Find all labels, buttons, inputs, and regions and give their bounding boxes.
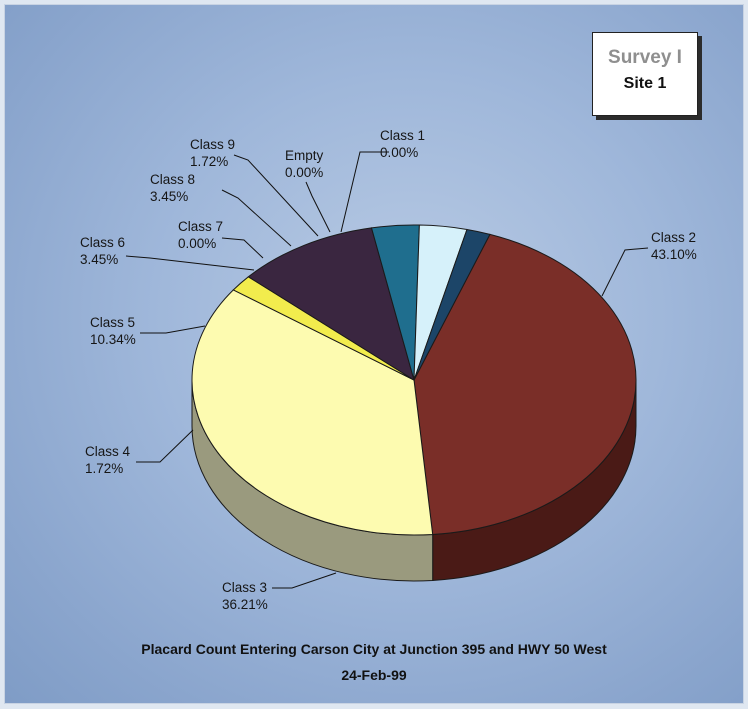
chart-caption: Placard Count Entering Carson City at Ju… xyxy=(0,636,748,688)
slice-pct-class-5: 10.34% xyxy=(90,332,136,347)
leader-line-class-1 xyxy=(340,151,389,233)
site-label: Site 1 xyxy=(623,75,667,92)
slice-label-class-9: Class 9 xyxy=(190,137,235,152)
leader-line-class-4 xyxy=(136,429,194,463)
survey-title: Survey I xyxy=(608,47,682,68)
slice-pct-class-3: 36.21% xyxy=(222,597,268,612)
slice-label-class-7: Class 7 xyxy=(178,219,223,234)
slice-pct-class-4: 1.72% xyxy=(85,461,123,476)
slice-pct-class-9: 1.72% xyxy=(190,154,228,169)
leader-line-class-9 xyxy=(233,154,319,237)
slice-label-class-1: Class 1 xyxy=(380,128,425,143)
slice-pct-class-2: 43.10% xyxy=(651,247,697,262)
slice-class-5 xyxy=(247,227,415,382)
leader-line-class-8 xyxy=(221,189,292,247)
slice-class-2 xyxy=(413,233,637,535)
slice-label-class-8: Class 8 xyxy=(150,172,195,187)
slice-label-empty: Empty xyxy=(285,148,324,163)
slice-label-class-6: Class 6 xyxy=(80,235,125,250)
slice-label-class-2: Class 2 xyxy=(651,230,696,245)
slice-pct-empty: 0.00% xyxy=(285,165,323,180)
slice-pct-class-6: 3.45% xyxy=(80,252,118,267)
leader-line-class-5 xyxy=(140,325,206,334)
slice-class-3 xyxy=(191,289,434,536)
slice-label-class-5: Class 5 xyxy=(90,315,135,330)
slice-pct-class-7: 0.00% xyxy=(178,236,216,251)
slice-pct-class-1: 0.00% xyxy=(380,145,418,160)
survey-site-box: Survey I Site 1 xyxy=(592,32,698,116)
leader-line-class-3 xyxy=(272,572,337,589)
leader-line-empty xyxy=(305,181,331,233)
leader-line-class-7 xyxy=(221,237,264,259)
slice-class-9 xyxy=(413,228,491,381)
slice-label-class-3: Class 3 xyxy=(222,580,267,595)
leader-line-class-2 xyxy=(601,247,649,297)
leader-line-class-6 xyxy=(125,255,255,271)
slice-label-class-4: Class 4 xyxy=(85,444,131,459)
chart-date: 24-Feb-99 xyxy=(341,667,407,683)
chart-title: Placard Count Entering Carson City at Ju… xyxy=(141,641,607,657)
slice-pct-class-8: 3.45% xyxy=(150,189,188,204)
